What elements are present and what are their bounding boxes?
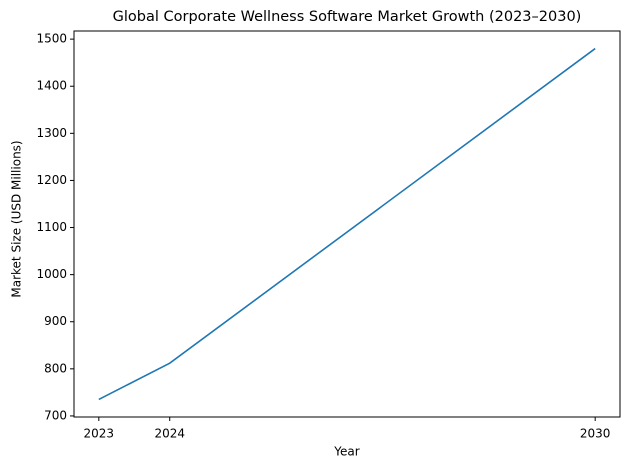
y-tick-label: 1500 [36, 32, 67, 46]
y-tick-label: 1200 [36, 173, 67, 187]
y-tick-label: 1300 [36, 126, 67, 140]
y-tick-label: 800 [44, 361, 67, 375]
x-axis-label: Year [333, 445, 359, 459]
chart-title: Global Corporate Wellness Software Marke… [113, 9, 582, 25]
x-tick-label: 2024 [154, 427, 185, 441]
x-tick-label: 2023 [84, 427, 115, 441]
data-line [98, 47, 596, 401]
y-tick-label: 1400 [36, 79, 67, 93]
y-tick-label: 700 [44, 408, 67, 422]
y-tick-label: 1100 [36, 220, 67, 234]
y-tick-label: 1000 [36, 267, 67, 281]
x-tick-label: 2030 [580, 427, 611, 441]
plot-frame [73, 30, 621, 418]
y-axis-label: Market Size (USD Millions) [10, 140, 24, 297]
y-tick-label: 900 [44, 314, 67, 328]
